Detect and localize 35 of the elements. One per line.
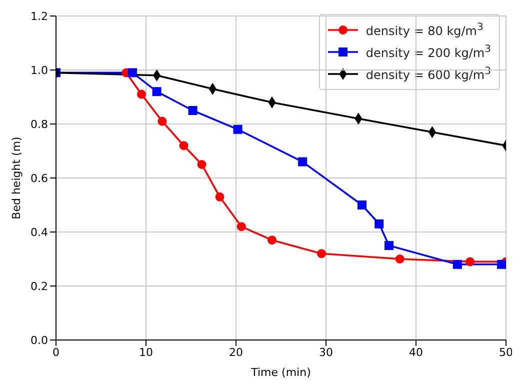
- x-tick-label: 0: [52, 346, 60, 359]
- point: [395, 254, 404, 264]
- y-tick-label: 0.6: [30, 172, 48, 185]
- point: [233, 124, 242, 134]
- x-tick-label: 40: [409, 346, 423, 359]
- point: [179, 141, 188, 150]
- point: [298, 157, 308, 166]
- point: [358, 200, 366, 210]
- point: [236, 222, 246, 232]
- y-tick-label: 1.0: [30, 64, 48, 77]
- point: [466, 257, 474, 266]
- y-tick-label: 0.4: [30, 226, 48, 239]
- x-tick-label: 50: [499, 346, 513, 359]
- point: [268, 236, 276, 245]
- x-tick-label: 10: [139, 346, 153, 359]
- x-tick-label: 30: [319, 346, 333, 359]
- point: [374, 219, 384, 228]
- x-axis-title: Time (min): [250, 366, 311, 379]
- y-axis-title: Bed height (m): [10, 136, 23, 220]
- point: [137, 90, 146, 99]
- point: [384, 241, 394, 250]
- point: [452, 260, 462, 269]
- point: [317, 249, 326, 258]
- point: [497, 260, 506, 269]
- y-tick-label: 0.0: [30, 334, 48, 347]
- y-tick-label: 1.2: [30, 10, 48, 23]
- point: [188, 106, 198, 115]
- point: [215, 192, 224, 202]
- point: [158, 116, 167, 126]
- x-tick-label: 20: [229, 346, 243, 359]
- y-tick-label: 0.8: [30, 118, 48, 131]
- point: [128, 68, 137, 78]
- point: [197, 160, 206, 169]
- point: [152, 87, 162, 96]
- y-tick-label: 0.2: [30, 280, 48, 293]
